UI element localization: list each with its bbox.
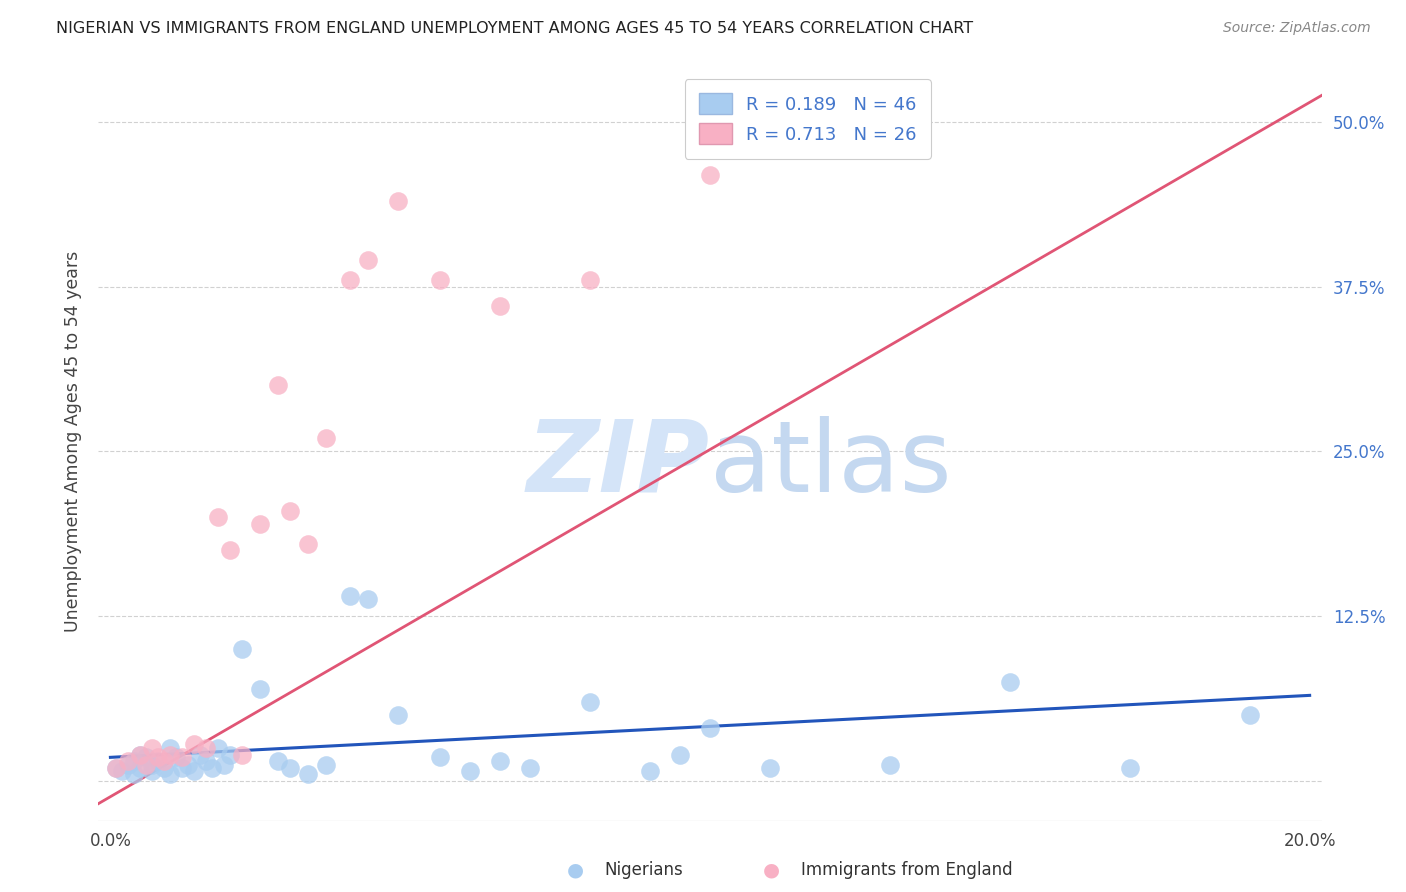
Point [177, 758, 200, 772]
Point [153, 761, 176, 775]
Point [759, 761, 782, 775]
Point [124, 767, 146, 781]
Point [172, 750, 194, 764]
Point [429, 750, 451, 764]
Text: ●: ● [763, 860, 780, 880]
Point [489, 299, 512, 313]
Point [148, 754, 170, 768]
Point [129, 761, 152, 775]
Point [297, 537, 319, 551]
Text: atlas: atlas [710, 416, 952, 513]
Point [458, 764, 481, 778]
Point [315, 431, 337, 445]
Point [219, 747, 242, 762]
Point [249, 516, 271, 531]
Point [135, 750, 157, 764]
Point [207, 510, 229, 524]
Point [387, 708, 409, 723]
Text: Source: ZipAtlas.com: Source: ZipAtlas.com [1223, 21, 1371, 36]
Point [105, 761, 128, 775]
Text: Immigrants from England: Immigrants from England [801, 861, 1014, 879]
Point [699, 722, 721, 736]
Point [267, 378, 290, 392]
Point [117, 758, 139, 772]
Y-axis label: Unemployment Among Ages 45 to 54 years: Unemployment Among Ages 45 to 54 years [63, 251, 82, 632]
Point [148, 750, 170, 764]
Point [879, 758, 901, 772]
Point [357, 592, 380, 607]
Point [165, 750, 187, 764]
Point [129, 747, 152, 762]
Point [1119, 761, 1142, 775]
Point [159, 741, 181, 756]
Point [207, 741, 229, 756]
Point [579, 695, 602, 709]
Point [214, 758, 236, 772]
Point [172, 761, 194, 775]
Point [124, 754, 146, 768]
Text: Nigerians: Nigerians [605, 861, 683, 879]
Point [195, 741, 218, 756]
Point [201, 761, 224, 775]
Text: ZIP: ZIP [527, 416, 710, 513]
Point [489, 754, 512, 768]
Point [357, 253, 380, 268]
Point [429, 273, 451, 287]
Point [141, 764, 163, 778]
Point [387, 194, 409, 208]
Text: ●: ● [567, 860, 583, 880]
Point [195, 754, 218, 768]
Point [579, 273, 602, 287]
Point [339, 590, 361, 604]
Point [159, 747, 181, 762]
Point [669, 747, 692, 762]
Point [699, 168, 721, 182]
Point [219, 543, 242, 558]
Point [315, 758, 337, 772]
Point [249, 681, 271, 696]
Point [1239, 708, 1261, 723]
Point [183, 737, 205, 751]
Point [141, 741, 163, 756]
Point [278, 761, 301, 775]
Point [267, 754, 290, 768]
Point [998, 675, 1021, 690]
Point [297, 767, 319, 781]
Point [231, 747, 253, 762]
Point [105, 761, 128, 775]
Point [159, 767, 181, 781]
Point [339, 273, 361, 287]
Point [117, 754, 139, 768]
Text: NIGERIAN VS IMMIGRANTS FROM ENGLAND UNEMPLOYMENT AMONG AGES 45 TO 54 YEARS CORRE: NIGERIAN VS IMMIGRANTS FROM ENGLAND UNEM… [56, 21, 973, 37]
Point [153, 754, 176, 768]
Point [519, 761, 541, 775]
Point [278, 504, 301, 518]
Point [183, 764, 205, 778]
Point [111, 764, 134, 778]
Point [129, 747, 152, 762]
Point [188, 747, 211, 762]
Point [135, 758, 157, 772]
Point [231, 642, 253, 657]
Point [638, 764, 661, 778]
Legend: R = 0.189   N = 46, R = 0.713   N = 26: R = 0.189 N = 46, R = 0.713 N = 26 [685, 79, 931, 159]
Point [141, 758, 163, 772]
